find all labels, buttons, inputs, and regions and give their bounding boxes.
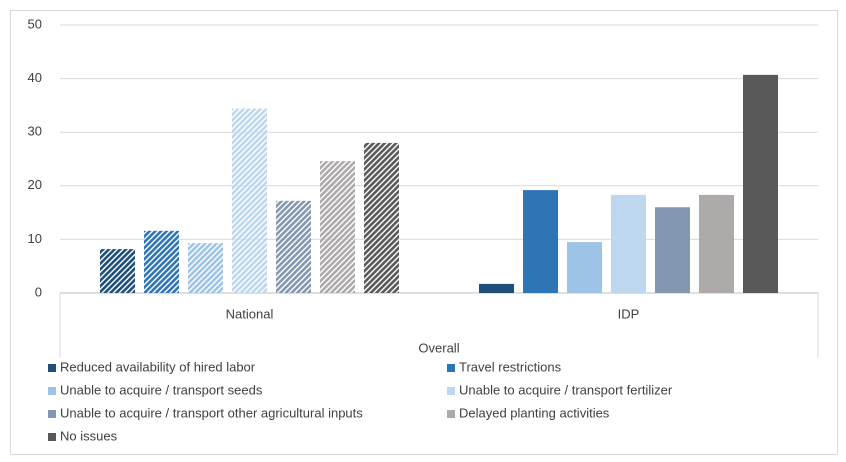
y-tick-label: 20 — [28, 177, 42, 192]
bar — [144, 230, 179, 293]
bar — [276, 200, 311, 293]
legend-label: No issues — [60, 428, 118, 443]
legend-label: Unable to acquire / transport seeds — [60, 382, 263, 397]
legend-label: Delayed planting activities — [459, 405, 610, 420]
legend-label: Unable to acquire / transport fertilizer — [459, 382, 673, 397]
x-axis-label: Overall — [418, 340, 459, 355]
bar — [232, 108, 267, 293]
bar — [479, 283, 514, 293]
y-tick-label: 50 — [28, 16, 42, 31]
legend-swatch — [48, 364, 56, 372]
y-tick-label: 40 — [28, 70, 42, 85]
legend-swatch — [48, 433, 56, 441]
legend-label: Unable to acquire / transport other agri… — [60, 405, 363, 420]
chart-frame — [10, 10, 838, 455]
legend-swatch — [447, 364, 455, 372]
y-tick-label: 10 — [28, 231, 42, 246]
bar — [320, 161, 355, 293]
bar — [188, 243, 223, 293]
legend-label: Travel restrictions — [459, 359, 562, 374]
bar — [743, 74, 778, 294]
y-tick-label: 0 — [35, 284, 42, 299]
bar — [100, 249, 135, 293]
legend-swatch — [447, 387, 455, 395]
bar — [699, 194, 734, 293]
bar — [655, 207, 690, 293]
x-tick-label: IDP — [618, 306, 640, 321]
legend-swatch — [48, 410, 56, 418]
legend-label: Reduced availability of hired labor — [60, 359, 256, 374]
y-tick-label: 30 — [28, 124, 42, 139]
bar — [364, 142, 399, 293]
legend-swatch — [447, 410, 455, 418]
bar — [523, 190, 558, 293]
bar — [567, 242, 602, 293]
x-tick-label: National — [226, 306, 274, 321]
legend-swatch — [48, 387, 56, 395]
bar — [611, 194, 646, 293]
